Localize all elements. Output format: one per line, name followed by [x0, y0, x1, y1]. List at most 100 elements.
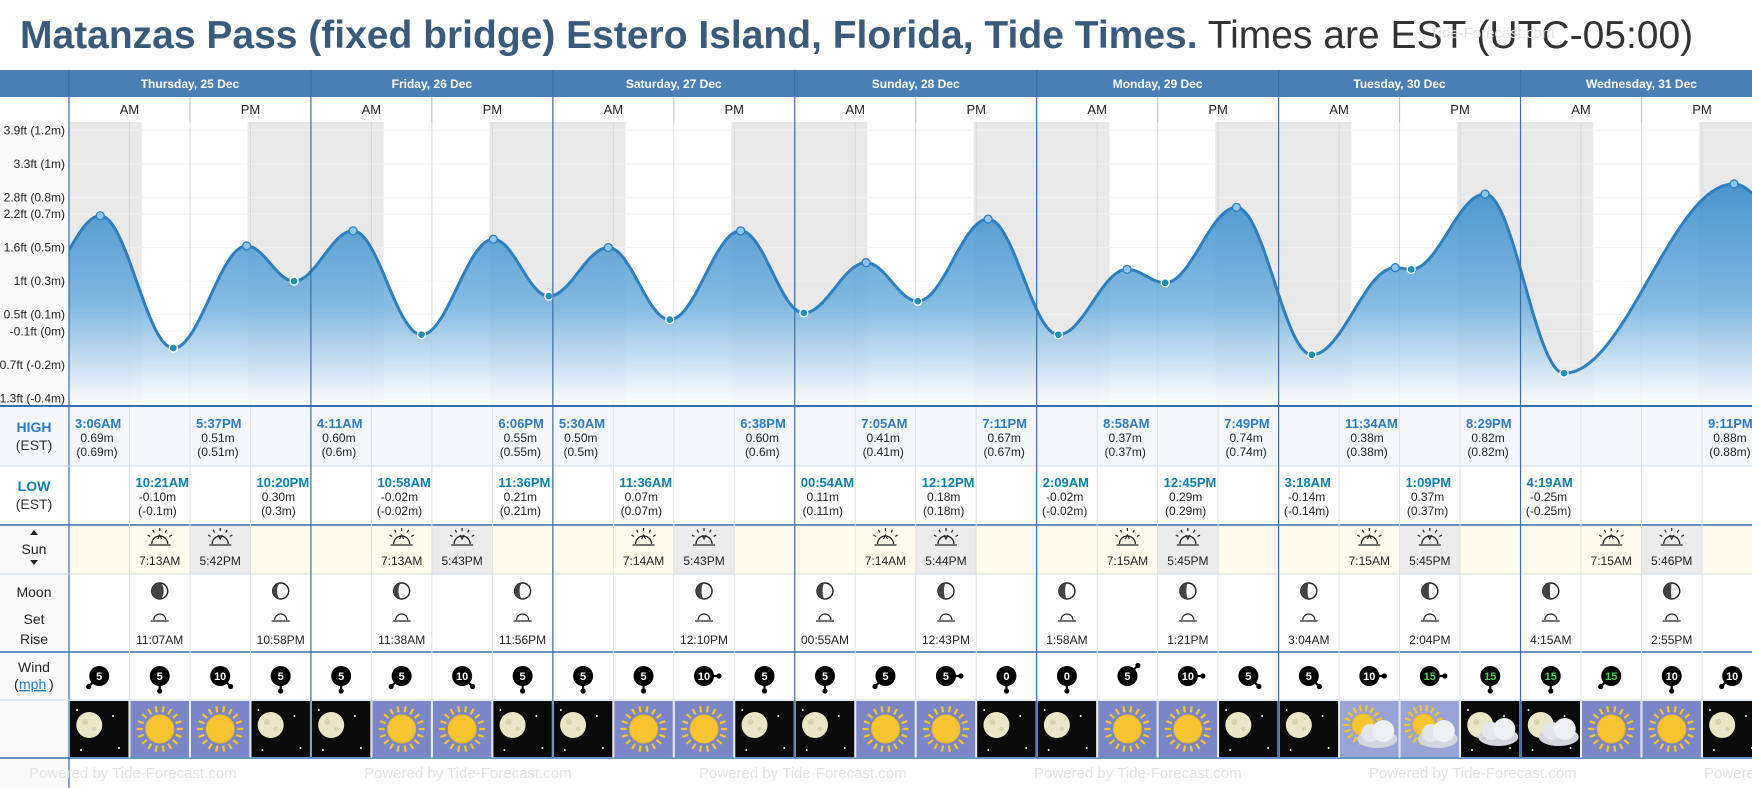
- low-tide-height-paren: (0.07m): [621, 504, 662, 518]
- wind-indicator: 5: [512, 666, 533, 694]
- moon-phase-icon: [1542, 582, 1560, 600]
- high-tide-point: [1390, 263, 1400, 273]
- wind-speed: 5: [399, 671, 405, 683]
- weather-sun-icon: [916, 701, 976, 757]
- sunset-icon: [207, 528, 233, 546]
- low-tide-height: 0.07m: [625, 490, 658, 504]
- y-tick-label: 0.5ft (0.1m): [4, 308, 65, 322]
- high-tide-point: [348, 226, 358, 236]
- weather-sun-cloud-icon: [1400, 701, 1460, 757]
- wind-speed-badge: [694, 666, 715, 686]
- low-tide-time: 00:54AM: [801, 475, 854, 490]
- high-tide-point: [735, 226, 746, 236]
- am-label: AM: [1087, 102, 1107, 117]
- footer-watermark: Powered by Tide-Forecast.com: [1369, 765, 1577, 782]
- wind-speed: 15: [1605, 671, 1617, 683]
- moon-phase-icon: [1179, 582, 1197, 600]
- moonrise-time: 12:10PM: [680, 633, 728, 647]
- low-tide-height-paren: (0.29m): [1165, 504, 1206, 518]
- weather-moon-icon: [493, 701, 552, 757]
- high-row-tz: (EST): [16, 437, 53, 453]
- high-tide-time: 11:34AM: [1345, 416, 1398, 431]
- high-tide-height: 0.50m: [564, 431, 597, 445]
- tide-area: [69, 184, 1752, 405]
- am-label: AM: [604, 102, 624, 117]
- footer-watermark: Powered by Tide-Forecast.com: [1034, 765, 1242, 782]
- low-tide-height-paren: (-0.25m): [1526, 504, 1571, 518]
- sunrise-icon: [1598, 528, 1624, 546]
- footer-watermark: Powered by Tide-Forecast.com: [29, 765, 237, 782]
- high-tide-point: [1122, 264, 1132, 275]
- wind-speed-badge: [935, 666, 956, 686]
- wind-speed: 5: [580, 671, 586, 683]
- high-tide-height: 0.51m: [201, 431, 234, 445]
- low-tide-height-paren: (-0.14m): [1284, 504, 1329, 518]
- wind-indicator: 5: [270, 666, 291, 694]
- low-tide-point: [168, 343, 178, 353]
- high-tide-point: [1729, 179, 1739, 189]
- high-tide-time: 6:06PM: [498, 416, 544, 431]
- high-tide-point: [603, 242, 613, 253]
- wind-speed-badge: [875, 666, 896, 686]
- low-tide-height: 0.29m: [1169, 490, 1202, 504]
- wind-indicator: 5: [1298, 666, 1322, 690]
- wind-speed-badge: [1238, 666, 1259, 686]
- high-tide-height: 0.60m: [746, 431, 779, 445]
- low-tide-time: 10:21AM: [135, 475, 188, 490]
- low-tide-point: [1160, 278, 1170, 288]
- high-tide-height: 0.74m: [1229, 431, 1262, 445]
- weather-moon-cloud-icon: [1461, 701, 1520, 757]
- high-tide-point: [241, 241, 252, 251]
- high-tide-height: 0.88m: [1713, 431, 1746, 445]
- y-tick-label: 3.3ft (1m): [14, 157, 65, 171]
- low-tide-height-paren: (0.11m): [803, 504, 843, 518]
- wind-speed: 10: [214, 671, 226, 683]
- weather-moon-icon: [1702, 701, 1752, 757]
- low-tide-height-paren: (-0.02m): [1042, 504, 1087, 518]
- sunrise-icon: [147, 528, 173, 546]
- low-tide-height: 0.11m: [807, 490, 839, 504]
- sunset-cell: [1157, 525, 1219, 574]
- sunset-cell: [431, 525, 493, 574]
- wind-indicator: 10: [694, 666, 722, 686]
- moon-phase-icon: [695, 582, 713, 600]
- low-tide-height-paren: (0.18m): [923, 504, 964, 518]
- low-tide-time: 2:09AM: [1043, 475, 1089, 490]
- high-tide-height-paren: (0.88m): [1709, 445, 1750, 459]
- low-tide-point: [1307, 350, 1317, 360]
- moon-phase-icon: [513, 582, 532, 600]
- wind-speed-badge: [391, 666, 412, 686]
- low-tide-height-paren: (-0.1m): [138, 504, 177, 518]
- wind-speed-badge: [149, 666, 170, 686]
- wind-unit-link[interactable]: mph: [19, 676, 46, 692]
- sunrise-time: 7:15AM: [1591, 554, 1632, 568]
- sunset-time: 5:45PM: [1167, 554, 1208, 568]
- wind-indicator: 0: [1056, 666, 1077, 694]
- high-tide-height-paren: (0.67m): [984, 445, 1025, 459]
- wind-speed: 5: [1245, 671, 1251, 683]
- moon-row-label: Moon: [16, 584, 51, 600]
- low-tide-height: 0.18m: [927, 490, 960, 504]
- low-tide-height-paren: (0.3m): [261, 504, 296, 518]
- low-tide-height: -0.25m: [1530, 490, 1567, 504]
- pm-label: PM: [966, 102, 986, 117]
- wind-indicator: 5: [633, 666, 654, 694]
- wind-indicator: 10: [1719, 666, 1743, 690]
- wind-row-label: Wind: [18, 659, 50, 675]
- wind-speed: 5: [1124, 671, 1130, 683]
- high-tide-height: 0.37m: [1108, 431, 1141, 445]
- day-label: Wednesday, 31 Dec: [1586, 77, 1697, 91]
- sunset-cell: [1399, 525, 1461, 574]
- wind-indicator: 5: [754, 666, 775, 694]
- wind-indicator: 15: [1540, 666, 1561, 694]
- low-tide-height-paren: (0.21m): [500, 504, 541, 518]
- wind-indicator: 10: [210, 666, 234, 690]
- sunrise-icon: [389, 528, 415, 546]
- low-tide-height: -0.02m: [1046, 490, 1083, 504]
- low-tide-time: 4:19AM: [1527, 475, 1573, 490]
- wind-speed-badge: [633, 666, 654, 686]
- svg-text:(: (: [14, 676, 19, 692]
- low-tide-point: [544, 291, 554, 301]
- y-tick-label: -0.1ft (0m): [10, 324, 65, 338]
- low-row-label: LOW: [18, 478, 51, 494]
